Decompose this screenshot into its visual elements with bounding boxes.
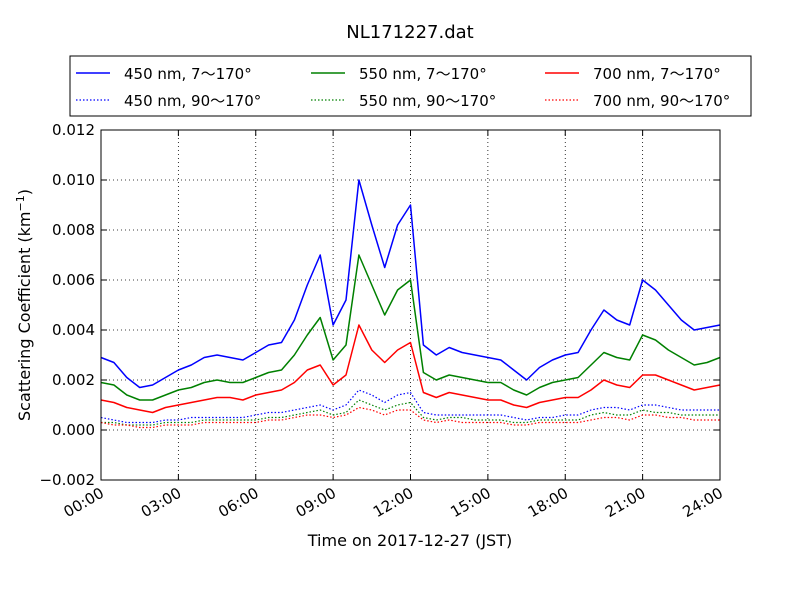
- x-tick-label: 00:00: [61, 484, 107, 521]
- x-tick-label: 09:00: [293, 484, 339, 521]
- y-tick-label: 0.008: [52, 221, 95, 239]
- y-axis-label-close: ): [15, 189, 34, 195]
- y-tick-label: 0.000: [52, 421, 95, 439]
- legend-label: 700 nm, 7～170°: [593, 65, 721, 83]
- y-tick-labels: −0.002 0.000 0.002 0.004 0.006 0.008 0.010 0.01…: [39, 121, 95, 489]
- x-tick-label: 03:00: [138, 484, 184, 521]
- y-tick-label: 0.004: [52, 321, 95, 339]
- series-line-red-solid: [100, 324, 721, 414]
- series-layer: [100, 179, 721, 429]
- x-tick-label: 06:00: [215, 484, 261, 521]
- legend-label: 450 nm, 90～170°: [124, 92, 261, 110]
- legend-label: 550 nm, 90～170°: [359, 92, 496, 110]
- x-tick-label: 21:00: [602, 484, 648, 521]
- legend-frame: [69, 55, 752, 117]
- series-line-blue-solid: [100, 179, 721, 389]
- y-axis-label-superscript: −1: [14, 195, 27, 211]
- x-tick-label: 15:00: [447, 484, 493, 521]
- series-line-red-dotted: [100, 406, 720, 429]
- x-tick-label: 12:00: [370, 484, 416, 521]
- series-line-blue-dotted: [100, 389, 720, 424]
- y-tick-label: 0.012: [52, 121, 95, 139]
- legend-label: 550 nm, 7～170°: [359, 65, 487, 83]
- y-tick-label: −0.002: [39, 471, 95, 489]
- x-tick-label: 18:00: [525, 484, 571, 521]
- y-tick-label: 0.002: [52, 371, 95, 389]
- x-tick-label: 24:00: [680, 484, 726, 521]
- ticks: [100, 129, 721, 481]
- x-axis-label: Time on 2017-12-27 (JST): [307, 531, 512, 550]
- legend-label: 450 nm, 7～170°: [124, 65, 252, 83]
- plot-area: [100, 129, 721, 481]
- y-axis-label-main: Scattering Coefficient (km: [15, 211, 34, 421]
- plot-background: [101, 130, 720, 480]
- x-tick-labels: 00:00 03:00 06:00 09:00 12:00 15:00 18:00 21:00…: [61, 484, 726, 521]
- chart-title: NL171227.dat: [346, 22, 473, 43]
- series-line-green-solid: [100, 254, 721, 401]
- legend-label: 700 nm, 90～170°: [593, 92, 730, 110]
- legend: 450 nm, 7～170° 450 nm, 90～170° 550 nm, 7～1…: [69, 55, 752, 117]
- y-tick-label: 0.010: [52, 171, 95, 189]
- series-line-green-dotted: [101, 399, 720, 426]
- y-tick-label: 0.006: [52, 271, 95, 289]
- y-axis-label: Scattering Coefficient (km−1): [14, 189, 34, 421]
